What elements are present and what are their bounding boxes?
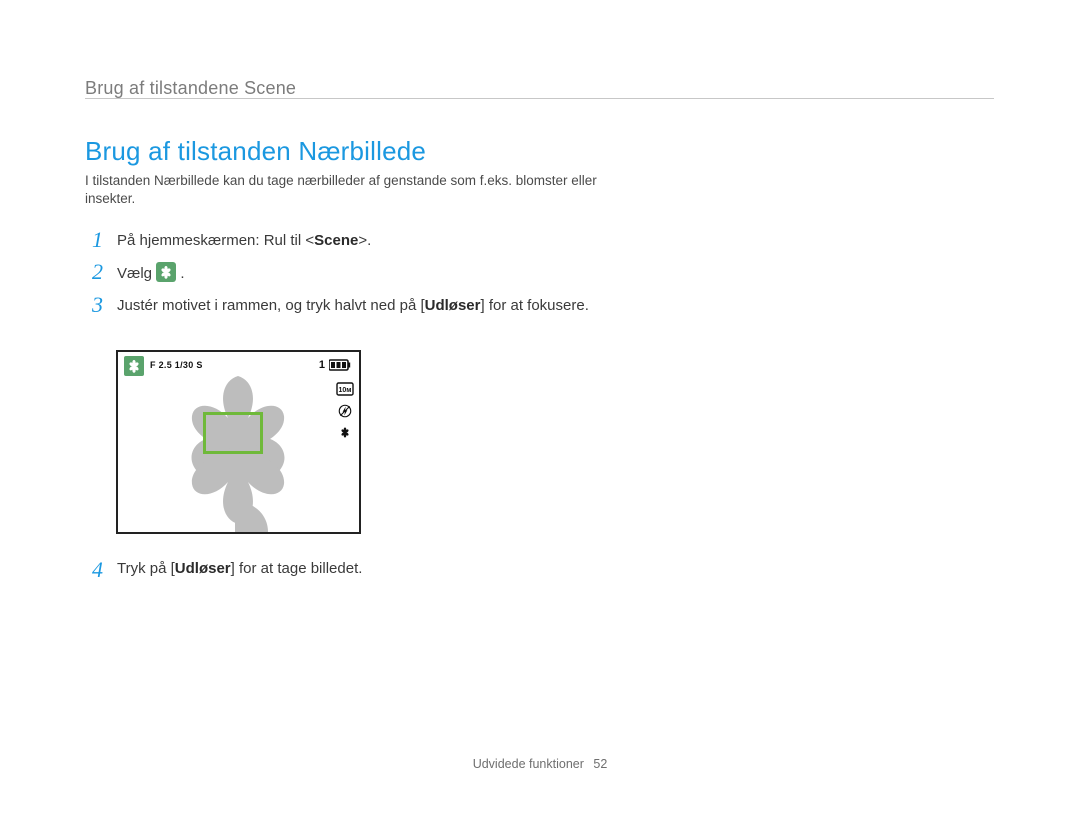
step-number: 2 — [85, 260, 103, 285]
step-number: 4 — [85, 558, 103, 582]
running-head: Brug af tilstandene Scene — [85, 78, 296, 99]
step-text: ] for at tage billedet. — [231, 560, 363, 577]
macro-focus-icon — [336, 426, 354, 440]
step-text: Vælg — [117, 265, 156, 282]
step-text: ] for at fokusere. — [480, 297, 588, 314]
page-title: Brug af tilstanden Nærbillede — [85, 136, 426, 167]
battery-icon — [329, 359, 351, 371]
step-text: Justér motivet i rammen, og tryk halvt n… — [117, 297, 425, 314]
size-icon-10m: 10м — [336, 382, 354, 396]
shots-remaining: 1 — [319, 359, 325, 371]
footer-page-number: 52 — [593, 757, 607, 771]
macro-mode-icon — [124, 356, 144, 376]
step-number: 1 — [85, 228, 103, 252]
exposure-readout: F 2.5 1/30 S — [150, 360, 203, 370]
step-4: Tryk på [Udløser] for at tage billedet. — [117, 558, 362, 582]
step-text: Tryk på [ — [117, 560, 175, 577]
step-3: 3 Justér motivet i rammen, og tryk halvt… — [85, 293, 605, 317]
focus-box — [203, 412, 263, 454]
flash-off-icon — [336, 404, 354, 418]
intro-paragraph: I tilstanden Nærbillede kan du tage nærb… — [85, 172, 605, 208]
tulip-macro-icon — [156, 262, 176, 282]
step-bold: Scene — [314, 232, 358, 249]
step-bold: Udløser — [175, 560, 231, 577]
step-2: 2 Vælg . — [85, 260, 605, 285]
footer-section: Udvidede funktioner — [473, 757, 584, 771]
step-text: På hjemmeskærmen: Rul til < — [117, 232, 314, 249]
page-footer: Udvidede funktioner 52 — [0, 757, 1080, 771]
svg-text:10м: 10м — [339, 387, 352, 394]
header-rule — [85, 98, 994, 99]
step-bold: Udløser — [425, 297, 481, 314]
step-text: . — [180, 265, 184, 282]
camera-preview-illustration: F 2.5 1/30 S 1 10м — [116, 350, 361, 534]
step-text: >. — [358, 232, 371, 249]
step-number: 3 — [85, 293, 103, 317]
step-1: 1 På hjemmeskærmen: Rul til <Scene>. — [85, 228, 605, 252]
